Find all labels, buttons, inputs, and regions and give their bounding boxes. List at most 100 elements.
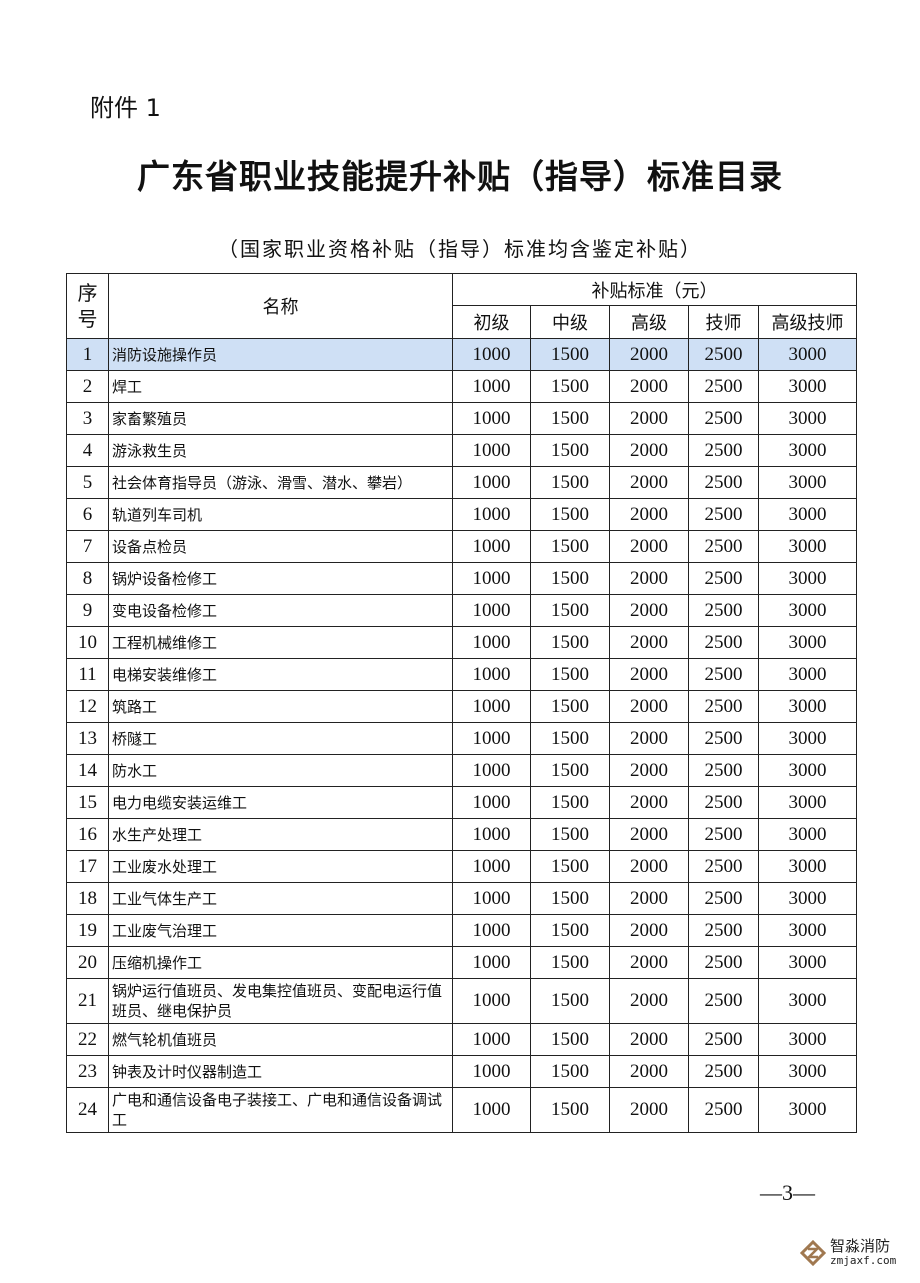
row-name: 设备点检员 (108, 530, 453, 563)
row-value: 2500 (688, 626, 759, 659)
row-name: 消防设施操作员 (108, 338, 453, 371)
row-value: 2000 (609, 1055, 689, 1088)
table-row: 19 工业废气治理工 1000 1500 2000 2500 3000 (66, 914, 858, 947)
row-name: 电力电缆安装运维工 (108, 786, 453, 819)
row-value: 2500 (688, 498, 759, 531)
row-value: 1500 (530, 562, 610, 595)
row-value: 2000 (609, 530, 689, 563)
row-value: 1000 (452, 402, 531, 435)
row-value: 1500 (530, 338, 610, 371)
row-seq: 11 (66, 658, 109, 691)
table-row: 9 变电设备检修工 1000 1500 2000 2500 3000 (66, 594, 858, 627)
row-value: 2500 (688, 786, 759, 819)
row-value: 2500 (688, 402, 759, 435)
table-row: 17 工业废水处理工 1000 1500 2000 2500 3000 (66, 850, 858, 883)
row-seq: 13 (66, 722, 109, 755)
row-value: 1000 (452, 690, 531, 723)
row-value: 2000 (609, 882, 689, 915)
row-value: 1500 (530, 882, 610, 915)
row-value: 2500 (688, 1087, 759, 1133)
row-name: 锅炉运行值班员、发电集控值班员、变配电运行值班员、继电保护员 (108, 978, 453, 1024)
row-value: 2500 (688, 690, 759, 723)
table-row: 14 防水工 1000 1500 2000 2500 3000 (66, 754, 858, 787)
table-row: 10 工程机械维修工 1000 1500 2000 2500 3000 (66, 626, 858, 659)
row-value: 3000 (757, 594, 858, 627)
watermark-logo-icon (800, 1239, 826, 1266)
row-value: 2000 (609, 338, 689, 371)
row-seq: 18 (66, 882, 109, 915)
row-value: 2000 (609, 722, 689, 755)
row-value: 1500 (530, 530, 610, 563)
row-seq: 9 (66, 594, 109, 627)
row-value: 2500 (688, 530, 759, 563)
row-name: 钟表及计时仪器制造工 (108, 1055, 453, 1088)
table-row: 7 设备点检员 1000 1500 2000 2500 3000 (66, 530, 858, 563)
row-value: 1000 (452, 1087, 531, 1133)
row-name: 家畜繁殖员 (108, 402, 453, 435)
row-value: 1500 (530, 946, 610, 979)
row-value: 2500 (688, 594, 759, 627)
row-value: 3000 (757, 1023, 858, 1056)
row-seq: 12 (66, 690, 109, 723)
row-value: 2500 (688, 818, 759, 851)
row-value: 3000 (757, 1055, 858, 1088)
table-row: 3 家畜繁殖员 1000 1500 2000 2500 3000 (66, 402, 858, 435)
row-value: 3000 (757, 498, 858, 531)
header-seq: 序号 (66, 273, 109, 339)
row-value: 1000 (452, 722, 531, 755)
row-value: 1500 (530, 1055, 610, 1088)
row-seq: 5 (66, 466, 109, 499)
header-subsidy-standard: 补贴标准（元） (451, 273, 858, 306)
row-name: 防水工 (108, 754, 453, 787)
row-value: 2500 (688, 754, 759, 787)
row-value: 1500 (530, 914, 610, 947)
row-value: 1000 (452, 754, 531, 787)
row-value: 3000 (757, 914, 858, 947)
header-level: 初级 (452, 305, 531, 339)
row-value: 3000 (757, 626, 858, 659)
row-value: 2500 (688, 434, 759, 467)
table-row: 12 筑路工 1000 1500 2000 2500 3000 (66, 690, 858, 723)
header-level: 高级 (609, 305, 689, 339)
row-seq: 14 (66, 754, 109, 787)
row-seq: 15 (66, 786, 109, 819)
row-value: 2000 (609, 754, 689, 787)
row-value: 2000 (609, 626, 689, 659)
row-value: 2000 (609, 658, 689, 691)
row-name: 轨道列车司机 (108, 498, 453, 531)
row-value: 2000 (609, 914, 689, 947)
row-value: 1000 (452, 370, 531, 403)
row-name: 工程机械维修工 (108, 626, 453, 659)
table-row: 15 电力电缆安装运维工 1000 1500 2000 2500 3000 (66, 786, 858, 819)
row-value: 2500 (688, 658, 759, 691)
row-value: 3000 (757, 882, 858, 915)
row-name: 筑路工 (108, 690, 453, 723)
row-name: 桥隧工 (108, 722, 453, 755)
row-value: 1500 (530, 658, 610, 691)
table-row: 21 锅炉运行值班员、发电集控值班员、变配电运行值班员、继电保护员 1000 1500… (66, 978, 858, 1024)
row-seq: 3 (66, 402, 109, 435)
row-value: 1500 (530, 786, 610, 819)
row-value: 1000 (452, 338, 531, 371)
table-row: 8 锅炉设备检修工 1000 1500 2000 2500 3000 (66, 562, 858, 595)
row-value: 1500 (530, 370, 610, 403)
header-level: 高级技师 (757, 305, 858, 339)
row-value: 3000 (757, 722, 858, 755)
row-value: 1000 (452, 466, 531, 499)
row-name: 水生产处理工 (108, 818, 453, 851)
row-value: 1000 (452, 1023, 531, 1056)
table-row: 2 焊工 1000 1500 2000 2500 3000 (66, 370, 858, 403)
row-seq: 20 (66, 946, 109, 979)
row-value: 2000 (609, 946, 689, 979)
document-title: 广东省职业技能提升补贴（指导）标准目录 (137, 157, 783, 196)
row-value: 1500 (530, 754, 610, 787)
row-seq: 4 (66, 434, 109, 467)
row-value: 1000 (452, 1055, 531, 1088)
row-value: 2000 (609, 1023, 689, 1056)
row-name: 游泳救生员 (108, 434, 453, 467)
table-row: 5 社会体育指导员（游泳、滑雪、潜水、攀岩） 1000 1500 2000 2500 300… (66, 466, 858, 499)
row-value: 2000 (609, 562, 689, 595)
row-value: 1000 (452, 946, 531, 979)
row-value: 2500 (688, 466, 759, 499)
row-value: 1500 (530, 466, 610, 499)
